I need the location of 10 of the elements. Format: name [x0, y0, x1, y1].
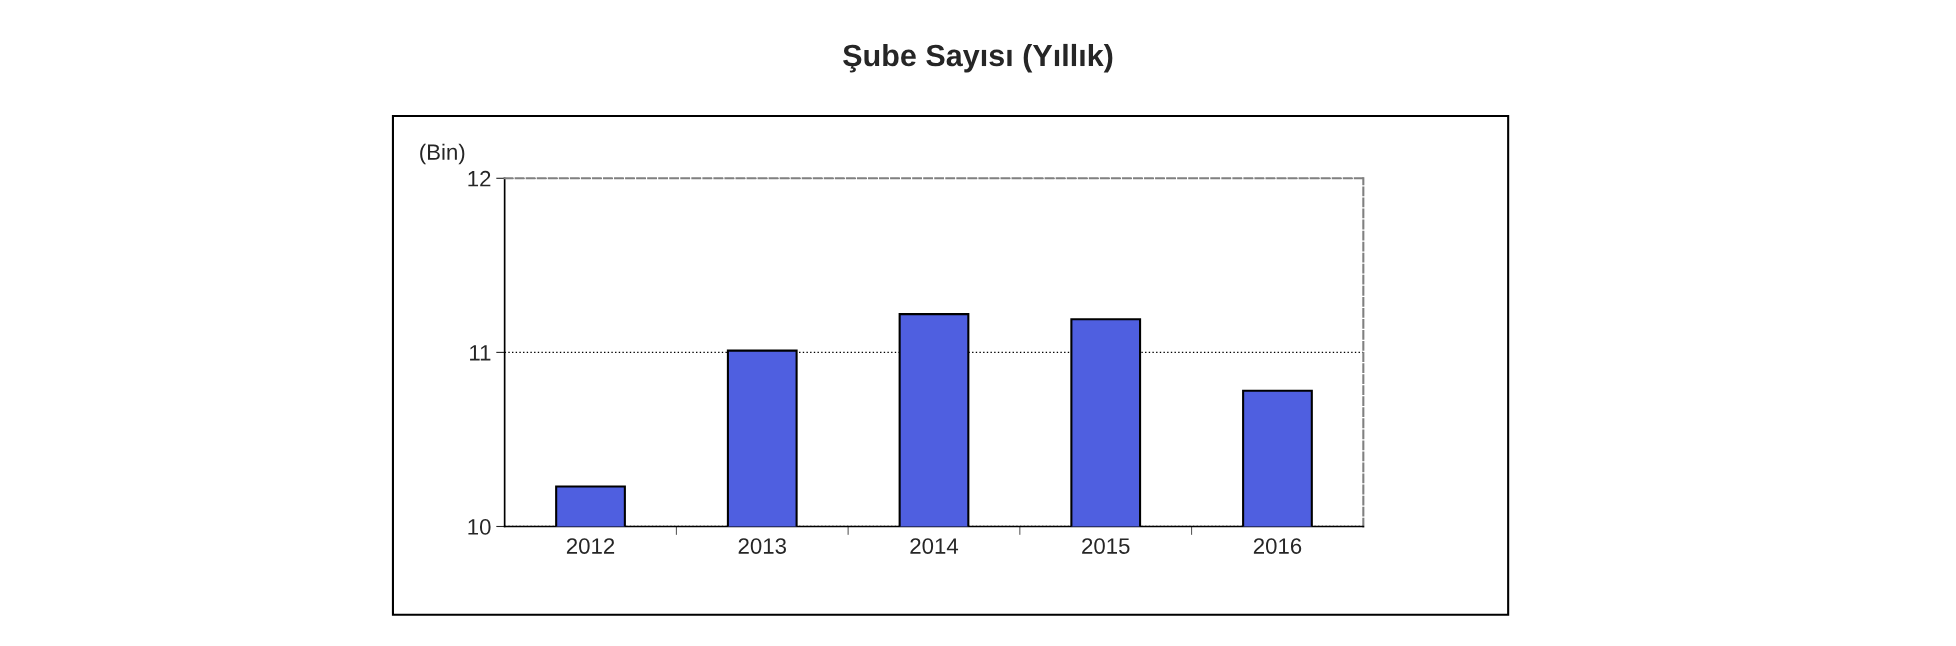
y-axis-title: (Bin) — [420, 143, 465, 165]
x-tick-label: 2013 — [738, 538, 786, 554]
x-tick-label: 2012 — [566, 538, 615, 554]
x-tick-label: 2015 — [1082, 538, 1130, 554]
x-tick-label: 2016 — [1253, 538, 1302, 554]
y-tick-label: 12 — [468, 170, 491, 187]
y-tick-label: 11 — [470, 345, 491, 361]
x-tick-label: 2014 — [910, 538, 959, 554]
y-tick-label: 10 — [468, 519, 491, 535]
chart-title: Şube Sayısı (Yıllık) — [843, 43, 1113, 73]
